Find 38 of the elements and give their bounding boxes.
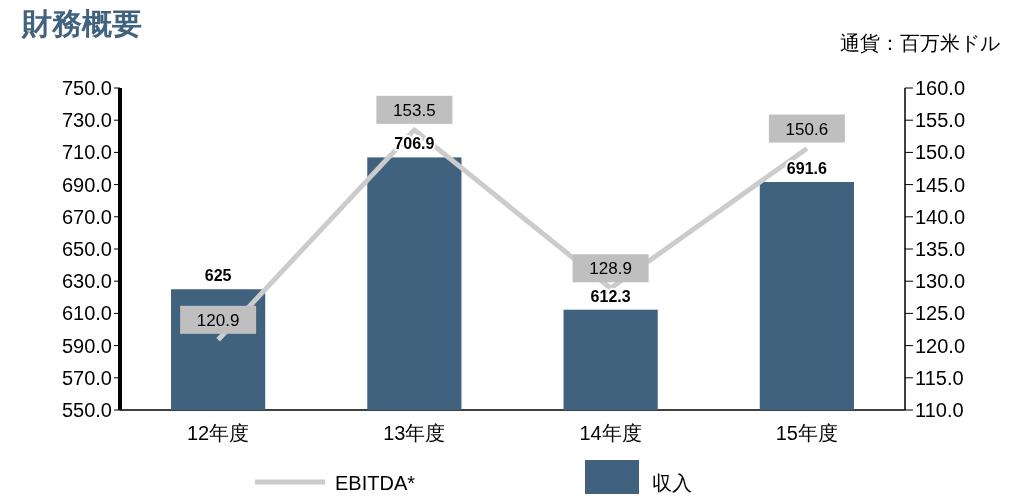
x-tick-label: 15年度	[775, 422, 838, 444]
y-tick-label: 670.0	[61, 205, 112, 228]
y2-tick-label: 150.0	[915, 141, 966, 164]
chart-title: 財務概要	[21, 7, 142, 40]
y-tick-label: 650.0	[61, 238, 112, 260]
y2-tick-label: 115.0	[915, 366, 964, 389]
y-tick-label: 550.0	[61, 399, 112, 421]
data-label: 153.5	[393, 100, 436, 120]
data-label: 150.6	[785, 119, 829, 139]
y-tick-label: 630.0	[61, 270, 112, 293]
y2-tick-label: 130.0	[915, 270, 966, 293]
y-tick-label: 610.0	[61, 302, 112, 325]
data-label: 706.9	[394, 135, 435, 153]
data-label: 691.6	[786, 160, 827, 178]
data-label: 612.3	[590, 287, 631, 305]
y-tick-label: 750.0	[61, 77, 112, 99]
y2-tick-label: 140.0	[915, 205, 966, 228]
y-tick-label: 730.0	[61, 109, 112, 132]
data-label: 128.9	[589, 259, 632, 279]
y-tick-label: 590.0	[61, 334, 112, 357]
y2-tick-label: 120.0	[915, 334, 966, 357]
y-tick-label: 690.0	[61, 173, 112, 196]
y-tick-label: 570.0	[61, 366, 112, 389]
x-tick-label: 14年度	[579, 422, 642, 444]
x-tick-label: 13年度	[383, 422, 446, 444]
y-tick-label: 710.0	[61, 141, 112, 164]
y2-tick-label: 110.0	[915, 399, 964, 421]
text: 通貨：百万米ドル	[840, 32, 1000, 54]
y2-tick-label: 125.0	[915, 302, 966, 325]
legend-label: EBITDA*	[335, 472, 416, 494]
x-tick-label: 12年度	[187, 422, 250, 444]
legend-label: 収入	[652, 472, 692, 494]
y2-tick-label: 145.0	[915, 173, 966, 196]
y2-tick-label: 160.0	[915, 77, 966, 99]
data-label: 120.9	[196, 310, 240, 330]
y2-tick-label: 155.0	[915, 109, 966, 132]
y2-tick-label: 135.0	[915, 238, 966, 260]
data-label: 625	[204, 267, 232, 285]
